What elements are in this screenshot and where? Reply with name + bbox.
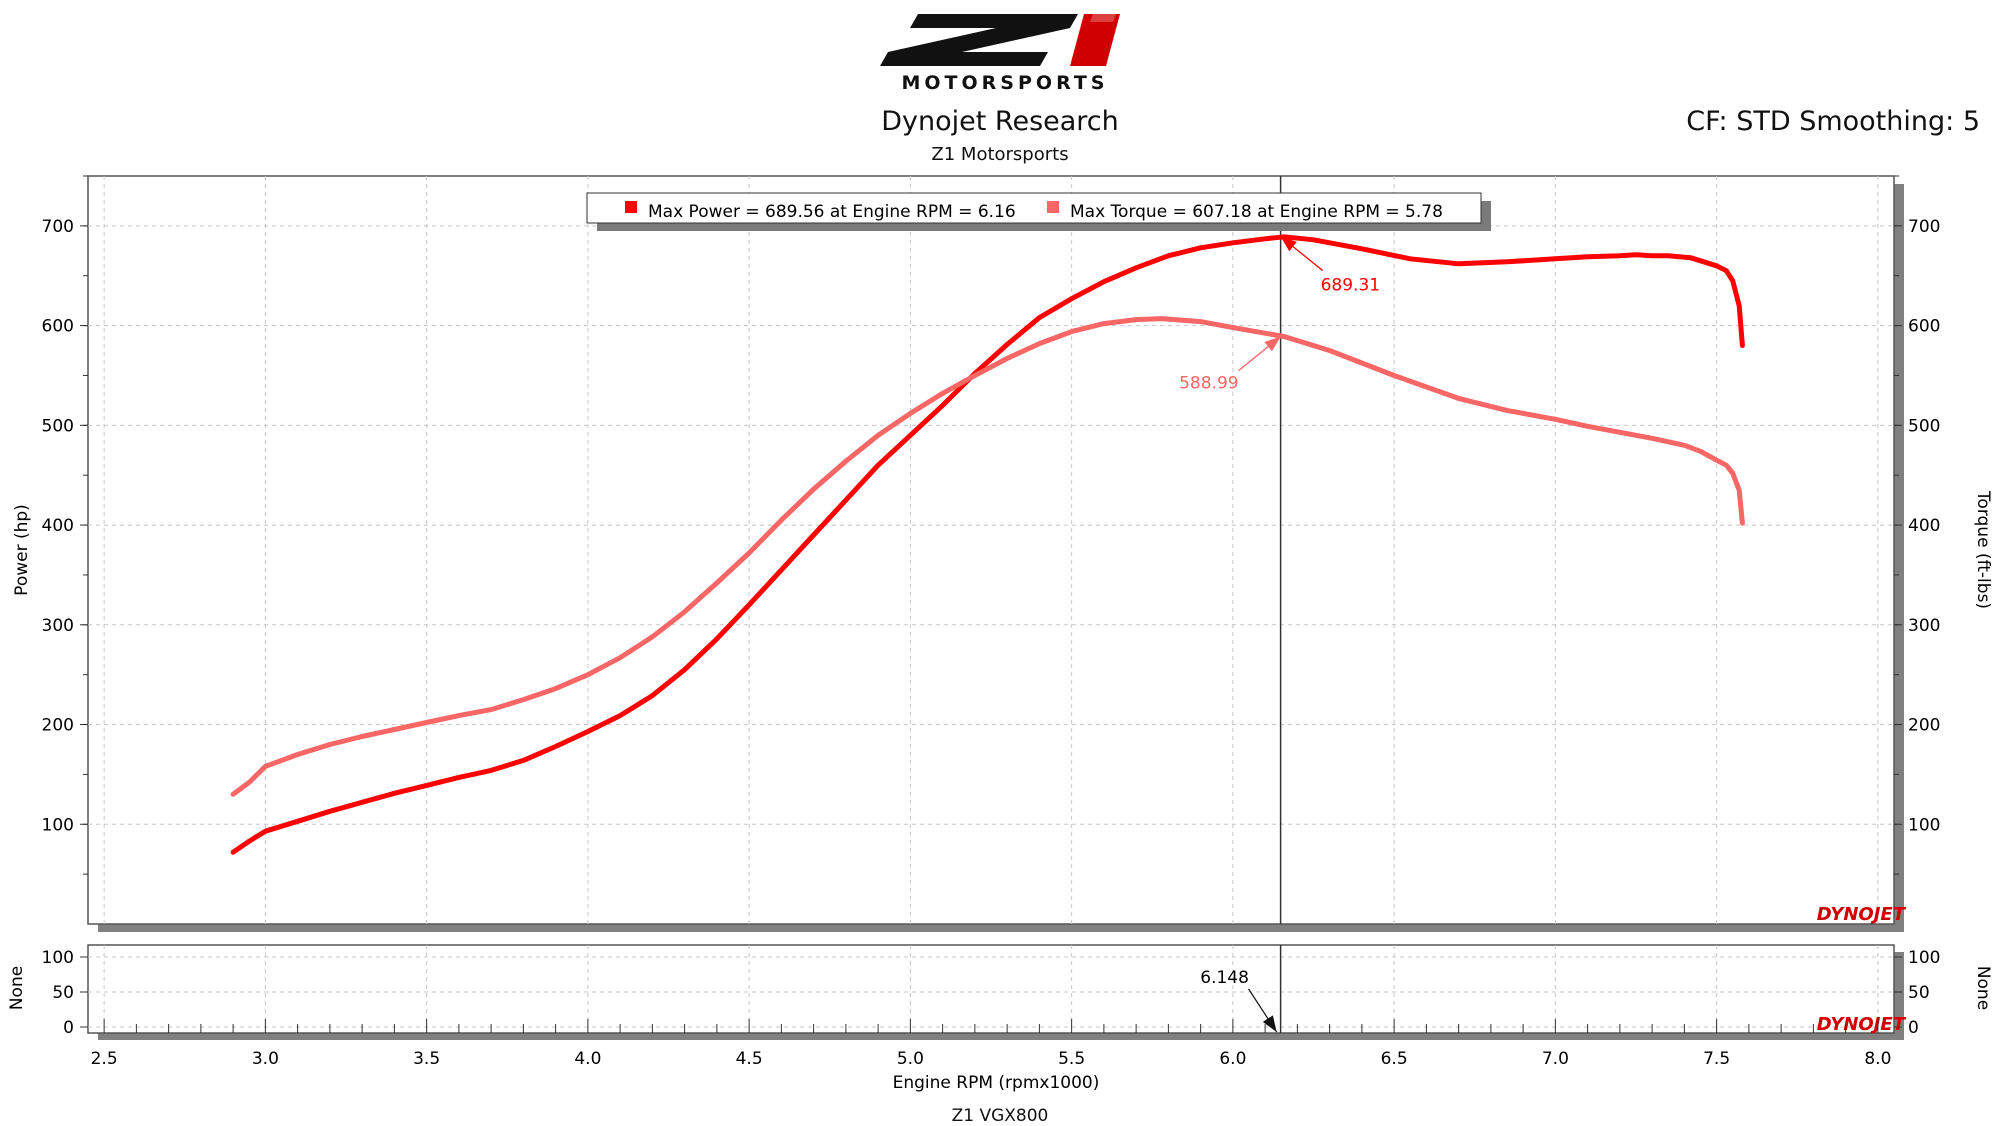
x-tick-label: 6.0 (1219, 1049, 1246, 1069)
power-annotation-label: 689.31 (1321, 276, 1380, 296)
sub-panel (87, 944, 1895, 1034)
sub-grid (88, 945, 1894, 1033)
legend-swatch-power (625, 201, 637, 213)
sub-y-tick-label-left: 50 (52, 983, 74, 1003)
dynojet-watermark-sub: DYNOJET (1817, 1014, 1907, 1035)
sub-y-tick-label-right: 0 (1908, 1018, 1919, 1038)
legend-swatch-torque (1047, 201, 1059, 213)
x-tick-label: 5.5 (1058, 1049, 1085, 1069)
y-tick-label-right: 100 (1908, 815, 1940, 835)
y-tick-label-left: 700 (42, 217, 74, 237)
y-tick-label-right: 300 (1908, 616, 1940, 636)
y-tick-label-right: 400 (1908, 516, 1940, 536)
x-tick-label: 8.0 (1864, 1049, 1891, 1069)
sub-y-ticks-left: 0 50 100 (42, 948, 88, 1038)
sub-y-tick-label-left: 100 (42, 948, 74, 968)
legend: Max Power = 689.56 at Engine RPM = 6.16 … (586, 192, 1491, 231)
power-series-line (230, 234, 1745, 855)
y-tick-label-right: 700 (1908, 217, 1940, 237)
chart-title: Dynojet Research (881, 106, 1119, 137)
y-tick-label-left: 400 (42, 516, 74, 536)
sub-cursor-label: 6.148 (1200, 968, 1249, 988)
x-axis-ticks: 2.5 3.0 3.5 4.0 4.5 5.0 5.5 6.0 6.5 7.0 7.5 8.0 (91, 1019, 1891, 1069)
legend-entry-torque: Max Torque = 607.18 at Engine RPM = 5.78 (1070, 202, 1443, 222)
vehicle-name: Z1 VGX800 (951, 1106, 1049, 1126)
x-tick-label: 2.5 (91, 1049, 118, 1069)
torque-annotation: 588.99 (1179, 336, 1282, 394)
y-ticks-right: 100 200 300 400 500 600 700 (1894, 175, 1940, 875)
y-tick-label-right: 200 (1908, 716, 1940, 736)
y-ticks-left: 100 200 300 400 500 600 700 (42, 175, 88, 875)
x-tick-label: 3.0 (252, 1049, 279, 1069)
y-tick-label-left: 600 (42, 317, 74, 337)
x-axis-label: Engine RPM (rpmx1000) (893, 1073, 1100, 1093)
torque-series-line (230, 316, 1745, 797)
legend-entry-power: Max Power = 689.56 at Engine RPM = 6.16 (648, 202, 1016, 222)
legend-box (586, 192, 1482, 224)
x-tick-label: 3.5 (413, 1049, 440, 1069)
sub-y-label-left: None (7, 966, 27, 1010)
x-tick-label: 5.0 (897, 1049, 924, 1069)
torque-annotation-label: 588.99 (1179, 374, 1238, 394)
y-tick-label-left: 200 (42, 716, 74, 736)
sub-y-tick-label-left: 0 (63, 1018, 74, 1038)
chart-subtitle: Z1 Motorsports (931, 144, 1069, 165)
y-tick-label-left: 100 (42, 815, 74, 835)
x-tick-label: 7.0 (1542, 1049, 1569, 1069)
logo-subtext: MOTORSPORTS (901, 72, 1109, 94)
power-annotation: 689.31 (1280, 236, 1380, 296)
power-annotation-arrowhead (1280, 236, 1297, 252)
y-tick-label-left: 500 (42, 416, 74, 436)
y-tick-label-right: 600 (1908, 317, 1940, 337)
y-tick-label-right: 500 (1908, 416, 1940, 436)
correction-settings: CF: STD Smoothing: 5 (1686, 106, 1980, 137)
x-tick-label: 4.5 (736, 1049, 763, 1069)
z1-logo-icon (880, 14, 1120, 66)
main-panel (87, 175, 1895, 925)
sub-y-tick-label-right: 50 (1908, 983, 1930, 1003)
y-axis-label-left: Power (hp) (12, 504, 32, 596)
dynojet-watermark-main: DYNOJET (1817, 904, 1907, 925)
z1-motorsports-logo: MOTORSPORTS (880, 8, 1130, 96)
series-layer (230, 234, 1745, 855)
x-tick-label: 4.0 (574, 1049, 601, 1069)
x-tick-label: 7.5 (1703, 1049, 1730, 1069)
sub-y-ticks-right: 0 50 100 (1894, 948, 1940, 1038)
sub-y-tick-label-right: 100 (1908, 948, 1940, 968)
x-tick-label: 6.5 (1381, 1049, 1408, 1069)
y-tick-label-left: 300 (42, 616, 74, 636)
y-axis-label-right: Torque (ft-lbs) (1973, 490, 1993, 609)
torque-annotation-arrowhead (1264, 336, 1281, 352)
sub-y-label-right: None (1973, 966, 1993, 1010)
sub-cursor-arrowhead (1262, 1015, 1277, 1032)
